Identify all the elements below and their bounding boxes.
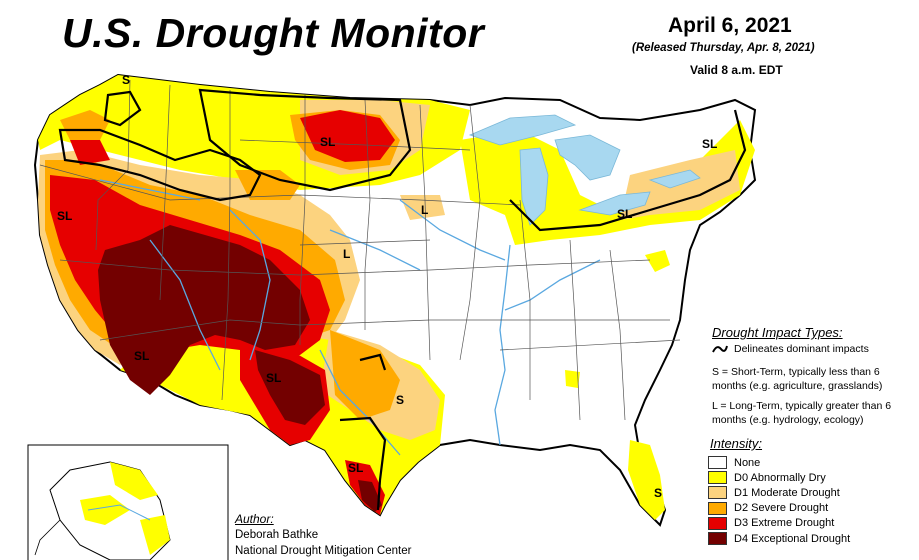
legend-row-d2: D2 Severe Drought [708,501,850,516]
alaska-inset [27,444,229,560]
legend-row-d3: D3 Extreme Drought [708,516,850,531]
page-title: U.S. Drought Monitor [62,10,485,56]
legend-row-d1: D1 Moderate Drought [708,485,850,500]
legend-row-d4: D4 Exceptional Drought [708,531,850,546]
legend-label: D1 Moderate Drought [734,486,840,499]
impact-label: SL [266,371,281,385]
impact-labels: S SL SL L L SL SL SL S SL S SL [57,73,717,500]
impact-label: SL [57,209,72,223]
legend-row-none: None [708,455,850,470]
author-name: Deborah Bathke [235,529,319,541]
delineation-line-icon [712,345,728,353]
swatch [708,486,727,500]
author-heading: Author: [235,512,274,526]
impact-label: S [396,393,404,407]
great-lakes [468,114,701,226]
legend-label: None [734,456,761,469]
map-date: April 6, 2021 [668,14,792,37]
author-org: National Drought Mitigation Center [235,545,412,557]
impact-label: L [343,247,350,261]
intensity-heading: Intensity: [710,436,763,451]
impact-label: S [654,486,662,500]
legend-label: D0 Abnormally Dry [734,471,826,484]
legend-label: D4 Exceptional Drought [734,532,851,545]
impact-label: SL [348,461,363,475]
swatch [708,501,727,515]
impact-label: L [421,203,428,217]
impact-label: S [122,73,130,87]
legend-label: D2 Severe Drought [734,502,829,515]
legend-label: D3 Extreme Drought [734,517,835,530]
impact-label: SL [617,207,632,221]
long-term-key: L = Long-Term, typically greater than 6 … [712,400,892,426]
d4-areas [98,225,382,512]
state-borders [39,79,681,421]
short-term-key: S = Short-Term, typically less than 6 mo… [712,366,883,392]
swatch [708,471,727,485]
impact-label: SL [134,349,149,363]
swatch [708,456,727,470]
impact-label: SL [702,137,717,151]
swatch [708,516,727,530]
impact-delineation-key: Delineates dominant impacts [712,343,869,355]
release-note: (Released Thursday, Apr. 8, 2021) [632,42,815,54]
impact-boundaries [58,88,747,511]
intensity-legend: None D0 Abnormally Dry D1 Moderate Droug… [708,455,850,546]
swatch [708,532,727,546]
legend-row-d0: D0 Abnormally Dry [708,470,850,485]
valid-time: Valid 8 a.m. EDT [690,63,783,77]
impact-label: SL [320,135,335,149]
impact-types-heading: Drought Impact Types: [712,325,843,340]
delineation-text: Delineates dominant impacts [734,343,869,355]
